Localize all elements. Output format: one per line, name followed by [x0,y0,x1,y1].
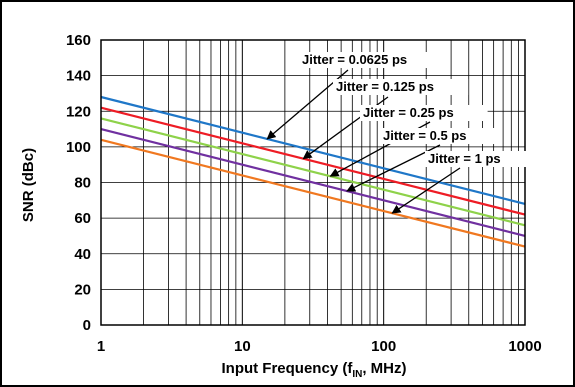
annotation-bg [333,79,469,95]
series-line-3 [100,128,526,237]
series-line-4 [100,138,526,248]
annotation-bg [425,151,530,167]
annotation-label: Jitter = 0.5 ps [383,128,466,143]
annotation-arrow [391,167,461,214]
annotation-label: Jitter = 0.0625 ps [302,52,407,67]
y-tick-label: 160 [66,32,91,49]
y-tick-label: 0 [83,317,91,334]
y-tick-label: 40 [74,246,91,263]
annotations: Jitter = 0.0625 ps Jitter = 0.125 ps Jitte… [266,52,530,214]
annotation-bg [380,128,500,144]
plot-border [100,39,526,326]
annotation-label: Jitter = 0.125 ps [336,79,434,94]
y-axis-label: SNR (dBc) [20,148,37,222]
x-tick-label: 100 [371,338,396,355]
x-tick-label: 1 [97,338,105,355]
y-tick-label: 80 [74,175,91,192]
x-tick-label: 1000 [508,338,541,355]
y-tick-label: 140 [66,68,91,85]
tick-labels: 0 20 40 60 80 100 120 140 160 1 10 100 1000 [66,32,542,355]
annotation-bg [360,105,488,121]
annotation-label: Jitter = 0.25 ps [363,105,454,120]
x-axis-label-sub: IN [352,369,362,380]
annotation-label: Jitter = 1 ps [428,151,501,166]
y-tick-label: 100 [66,139,91,156]
series-layer [100,95,526,248]
annotation-arrow [346,144,441,192]
series-line-0 [100,95,526,205]
y-tick-label: 20 [74,281,91,298]
x-axis-label-main: Input Frequency (f [221,360,353,377]
y-tick-label: 60 [74,210,91,227]
x-axis-label: Input Frequency (fIN, MHz) [221,360,406,380]
x-tick-label: 10 [234,338,251,355]
x-axis-label-tail: , MHz) [362,360,406,377]
annotation-bg [299,52,442,68]
series-line-1 [100,106,526,216]
y-tick-label: 120 [66,103,91,120]
series-line-2 [100,117,526,227]
